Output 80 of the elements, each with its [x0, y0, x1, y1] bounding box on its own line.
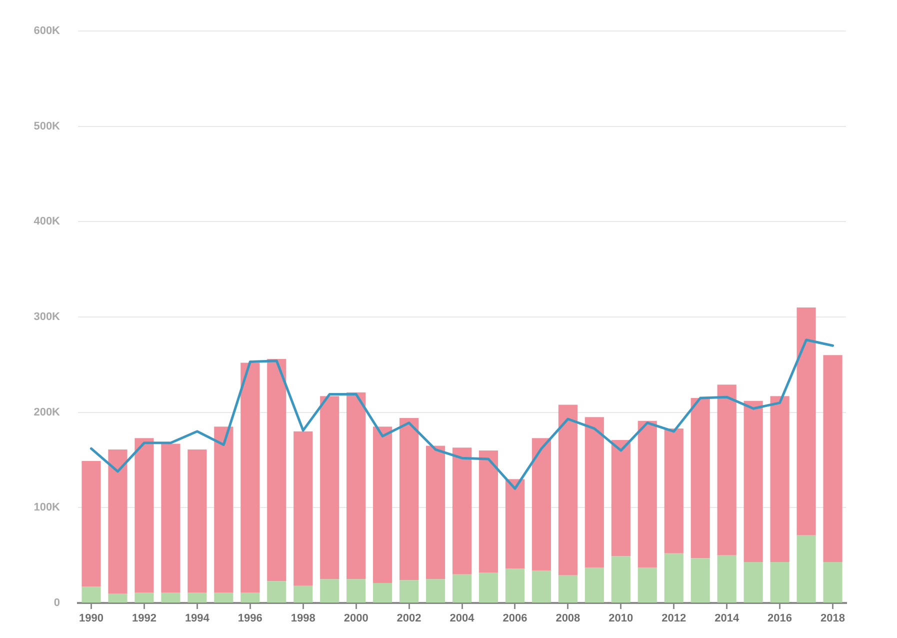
bar [320, 396, 340, 580]
bar [188, 592, 207, 602]
bar [717, 555, 736, 602]
x-tick-label: 2016 [768, 612, 792, 625]
bar [478, 450, 498, 572]
x-tick-label: 2012 [662, 612, 686, 625]
bar [426, 579, 446, 602]
x-tick-label: 2008 [556, 612, 580, 625]
bar [744, 562, 763, 602]
bar [108, 593, 128, 602]
bar [611, 556, 630, 602]
x-tick-label: 2006 [502, 612, 528, 625]
bar [717, 384, 736, 556]
x-tick-label: 2018 [820, 612, 845, 625]
bar [584, 417, 604, 568]
bar [267, 358, 286, 582]
x-tick-label: 2014 [714, 612, 740, 625]
bar [796, 535, 816, 602]
bar [796, 307, 816, 536]
bar [320, 579, 340, 602]
bar [478, 572, 498, 602]
y-tick-label: 100K [34, 502, 60, 514]
bar [161, 444, 180, 593]
bar [558, 404, 578, 576]
y-tick-label: 500K [34, 120, 60, 132]
bar [161, 592, 180, 602]
bar [108, 450, 128, 594]
bar [240, 362, 260, 593]
bar [638, 420, 657, 568]
bar [373, 582, 392, 602]
bar [611, 440, 630, 556]
bar [214, 592, 234, 602]
bar [638, 568, 657, 602]
bar [240, 592, 260, 602]
y-tick-label: 300K [34, 311, 60, 324]
bar [452, 448, 472, 574]
bar [134, 592, 154, 602]
bar [690, 398, 710, 558]
bar [346, 579, 366, 602]
bar [584, 568, 604, 602]
y-tick-label: 600K [34, 25, 60, 38]
x-tick-label: 1992 [132, 612, 156, 625]
bar [744, 400, 763, 562]
bar [82, 586, 101, 602]
bar [400, 580, 419, 602]
bar [505, 479, 524, 569]
bar [505, 568, 524, 602]
x-tick-label: 2000 [344, 612, 368, 625]
bar [267, 581, 286, 602]
bar [214, 426, 234, 593]
bar [373, 426, 392, 583]
x-tick-label: 2010 [608, 612, 634, 625]
bar [82, 460, 101, 587]
bar [690, 558, 710, 602]
bar [532, 570, 551, 602]
x-tick-label: 1996 [238, 612, 262, 625]
x-tick-label: 2004 [450, 612, 476, 625]
bar [294, 586, 313, 602]
bar [823, 562, 842, 602]
bar [664, 553, 684, 602]
y-tick-label: 0 [54, 597, 60, 610]
y-tick-label: 400K [34, 216, 60, 228]
x-tick-label: 1994 [184, 612, 210, 625]
bar [452, 574, 472, 602]
x-tick-label: 1998 [290, 612, 316, 625]
bar [558, 575, 578, 602]
x-tick-label: 1990 [79, 612, 104, 625]
bar [823, 355, 842, 562]
x-tick-label: 2002 [396, 612, 422, 625]
y-tick-label: 200K [34, 406, 60, 418]
bar [770, 562, 790, 602]
bar [532, 438, 551, 571]
bar [134, 438, 154, 593]
bar [346, 392, 366, 580]
bar [426, 446, 446, 580]
bar [188, 450, 207, 593]
bar [294, 431, 313, 586]
bar [664, 428, 684, 554]
bar [770, 396, 790, 562]
bar [400, 418, 419, 580]
